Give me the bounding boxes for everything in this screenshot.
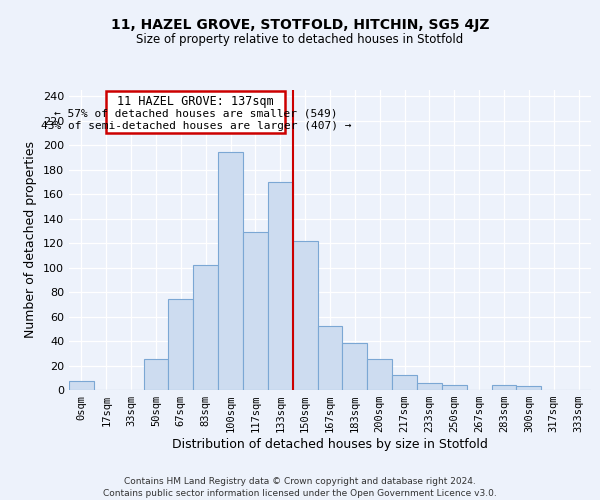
Text: 11, HAZEL GROVE, STOTFOLD, HITCHIN, SG5 4JZ: 11, HAZEL GROVE, STOTFOLD, HITCHIN, SG5 … <box>111 18 489 32</box>
Bar <box>491 385 517 390</box>
Bar <box>193 265 218 390</box>
Text: Contains HM Land Registry data © Crown copyright and database right 2024.: Contains HM Land Registry data © Crown c… <box>124 478 476 486</box>
Bar <box>69 382 94 390</box>
Bar <box>442 385 467 390</box>
Bar <box>293 240 317 390</box>
Bar <box>343 344 367 390</box>
X-axis label: Distribution of detached houses by size in Stotfold: Distribution of detached houses by size … <box>172 438 488 451</box>
Bar <box>392 376 417 390</box>
Bar <box>243 232 268 390</box>
FancyBboxPatch shape <box>106 91 285 133</box>
Bar <box>317 326 343 390</box>
Y-axis label: Number of detached properties: Number of detached properties <box>25 142 37 338</box>
Bar <box>367 360 392 390</box>
Text: 11 HAZEL GROVE: 137sqm: 11 HAZEL GROVE: 137sqm <box>118 95 274 108</box>
Text: Contains public sector information licensed under the Open Government Licence v3: Contains public sector information licen… <box>103 489 497 498</box>
Bar <box>417 382 442 390</box>
Text: ← 57% of detached houses are smaller (549): ← 57% of detached houses are smaller (54… <box>54 108 338 118</box>
Bar <box>268 182 293 390</box>
Text: 43% of semi-detached houses are larger (407) →: 43% of semi-detached houses are larger (… <box>41 120 351 130</box>
Text: Size of property relative to detached houses in Stotfold: Size of property relative to detached ho… <box>136 32 464 46</box>
Bar <box>169 300 193 390</box>
Bar <box>517 386 541 390</box>
Bar <box>143 360 169 390</box>
Bar <box>218 152 243 390</box>
